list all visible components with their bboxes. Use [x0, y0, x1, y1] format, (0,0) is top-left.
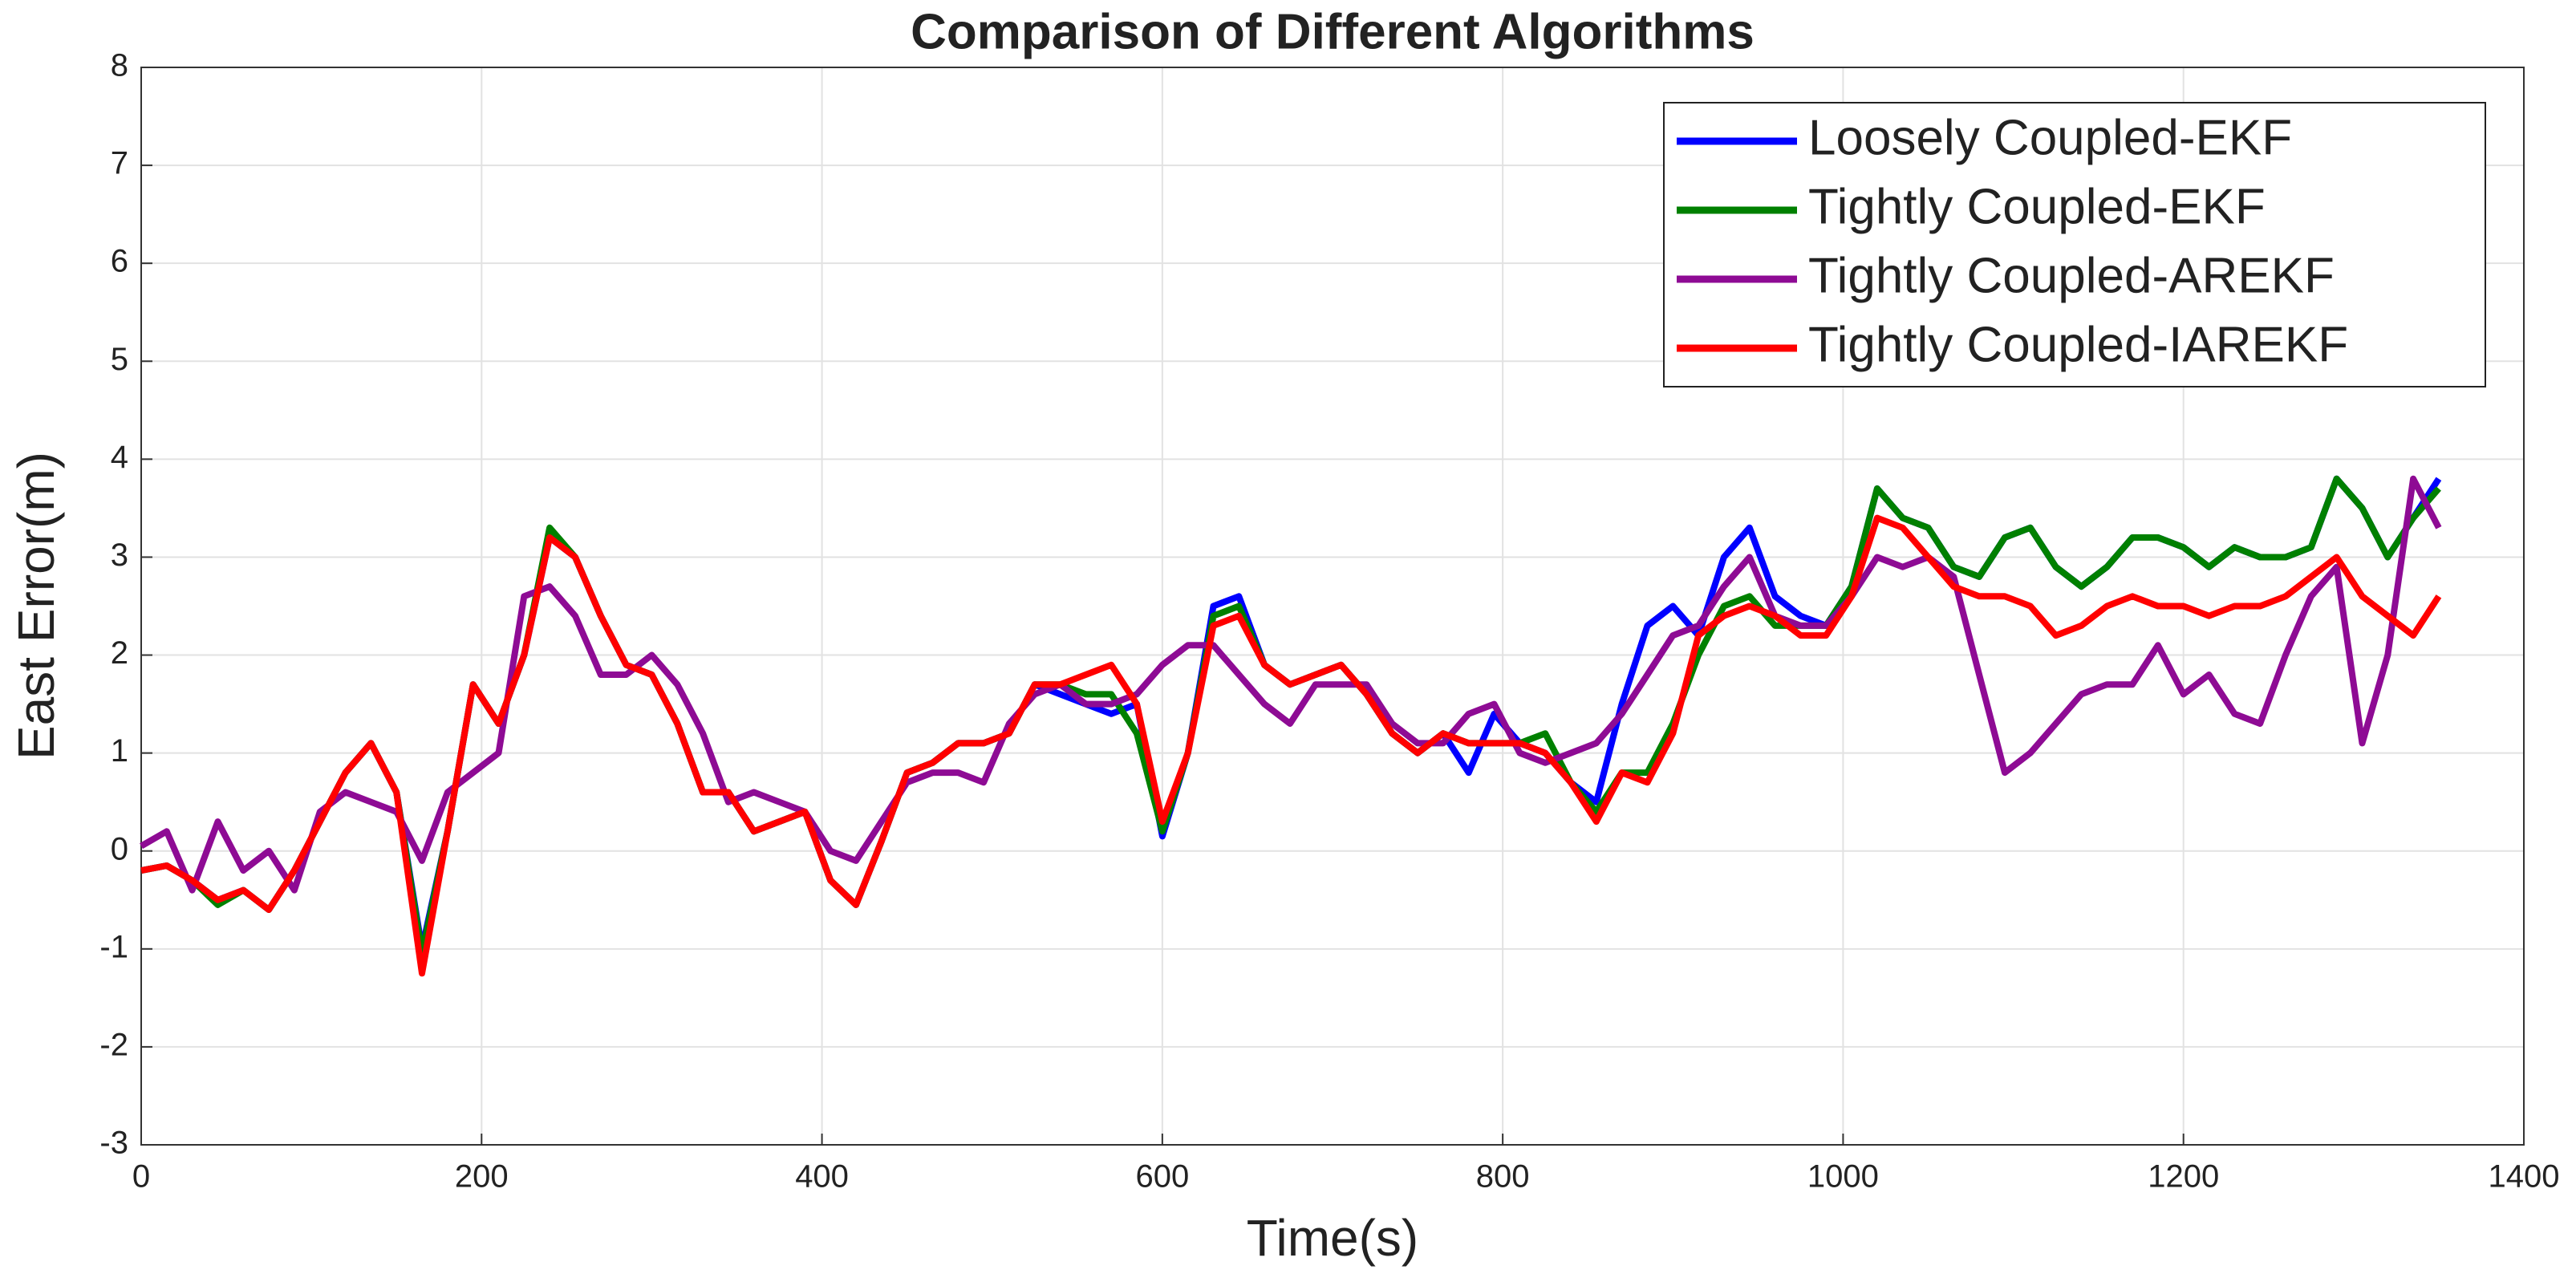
y-tick-label: 2 — [111, 635, 128, 671]
x-tick-label: 400 — [795, 1159, 849, 1195]
y-tick-label: -2 — [99, 1027, 128, 1062]
x-tick-label: 1400 — [2489, 1159, 2560, 1195]
legend-box — [1663, 102, 2486, 387]
y-tick-label: 3 — [111, 538, 128, 573]
chart-title: Comparison of Different Algorithms — [911, 4, 1755, 59]
legend-label: Tightly Coupled-AREKF — [1808, 248, 2335, 303]
x-tick-label: 600 — [1135, 1159, 1189, 1195]
data-line — [140, 514, 2442, 977]
x-tick-label: 1200 — [2148, 1159, 2219, 1195]
x-tick-label: 1000 — [1807, 1159, 1879, 1195]
x-tick-label: 0 — [132, 1159, 150, 1195]
y-tick-label: -1 — [99, 929, 128, 964]
y-axis-label: East Error(m) — [7, 452, 65, 760]
y-tick-label: 5 — [111, 342, 128, 377]
x-tick-label: 200 — [455, 1159, 509, 1195]
y-tick-label: 7 — [111, 146, 128, 181]
y-tick-label: 6 — [111, 244, 128, 279]
legend: Loosely Coupled-EKF Tightly Coupled-EKF Ti… — [1663, 102, 2486, 387]
x-axis-label: Time(s) — [1247, 1209, 1418, 1267]
y-tick-label: -3 — [99, 1126, 128, 1161]
legend-label: Tightly Coupled-EKF — [1808, 179, 2266, 234]
legend-label: Loosely Coupled-EKF — [1808, 110, 2292, 165]
x-tick-label: 800 — [1476, 1159, 1530, 1195]
y-tick-label: 0 — [111, 831, 128, 866]
data-line — [140, 475, 2442, 894]
y-tick-label: 1 — [111, 733, 128, 769]
plot-frame — [140, 67, 2525, 1146]
y-tick-label: 8 — [111, 48, 128, 83]
y-tick-label: 4 — [111, 440, 128, 475]
legend-label: Tightly Coupled-IAREKF — [1808, 317, 2348, 372]
